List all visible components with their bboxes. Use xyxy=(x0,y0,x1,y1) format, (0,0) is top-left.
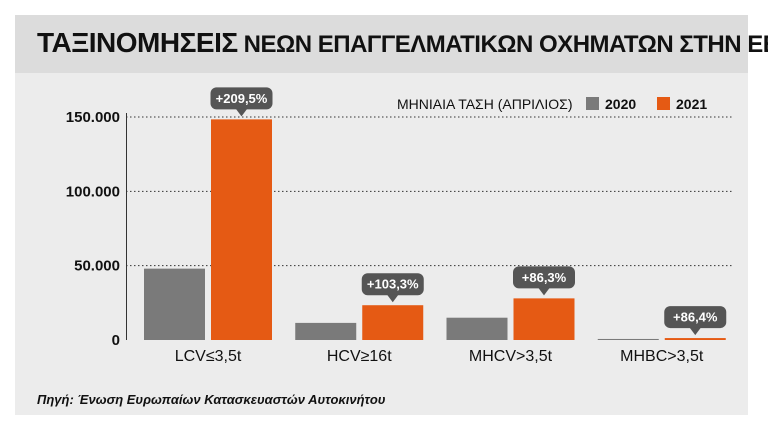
y-tick-label: 100.000 xyxy=(66,183,120,200)
chart-panel: ΤΑΞΙΝΟΜΗΣΕΙΣ ΝΕΩΝ ΕΠΑΓΓΕΛΜΑΤΙΚΩΝ ΟΧΗΜΑΤΩΝ… xyxy=(15,15,768,415)
bar-2020 xyxy=(446,317,508,340)
change-callout-pointer xyxy=(689,327,702,336)
change-label: +209,5% xyxy=(216,91,268,106)
legend-label-2021: 2021 xyxy=(676,96,708,112)
y-tick-label: 50.000 xyxy=(74,258,120,275)
legend-label-2020: 2020 xyxy=(605,96,637,112)
x-tick-label: MHBC>3,5t xyxy=(620,348,704,365)
x-tick-label: LCV≤3,5t xyxy=(175,348,242,365)
y-tick-label: 0 xyxy=(112,332,120,349)
legend-swatch-2020 xyxy=(586,97,599,110)
bar-chart: 0 50.000 100.000 150.000 LCV≤3,5t +209,5% HCV≥… xyxy=(66,87,733,365)
y-tick-label: 150.000 xyxy=(66,109,120,126)
change-callout-pointer xyxy=(538,287,550,296)
bar-2021 xyxy=(211,119,272,341)
change-label: +86,4% xyxy=(673,310,718,325)
change-callout xyxy=(210,87,273,110)
change-label: +103,3% xyxy=(367,277,419,292)
change-callout xyxy=(513,266,575,289)
change-callout xyxy=(664,306,727,329)
chart-title: ΤΑΞΙΝΟΜΗΣΕΙΣ ΝΕΩΝ ΕΠΑΓΓΕΛΜΑΤΙΚΩΝ ΟΧΗΜΑΤΩΝ… xyxy=(37,27,768,59)
bar-2021 xyxy=(513,298,575,340)
change-label: +86,3% xyxy=(522,270,567,285)
title-bar: ΤΑΞΙΝΟΜΗΣΕΙΣ ΝΕΩΝ ΕΠΑΓΓΕΛΜΑΤΙΚΩΝ ΟΧΗΜΑΤΩΝ… xyxy=(15,15,768,73)
source-note: Πηγή: Ένωση Ευρωπαίων Κατασκευαστών Αυτο… xyxy=(37,392,386,407)
bar-2020 xyxy=(597,338,659,340)
bar-2021 xyxy=(362,305,424,340)
x-tick-label: HCV≥16t xyxy=(327,348,392,365)
change-callout-pointer xyxy=(235,108,248,117)
bar-2020 xyxy=(144,268,205,340)
change-callout xyxy=(361,273,424,296)
legend: ΜΗΝΙΑΙΑ ΤΑΣΗ (ΑΠΡΙΛΙΟΣ) 2020 2021 xyxy=(15,93,748,117)
bar-2020 xyxy=(295,322,357,340)
chart-title-rest: ΝΕΩΝ ΕΠΑΓΓΕΛΜΑΤΙΚΩΝ ΟΧΗΜΑΤΩΝ ΣΤΗΝ ΕΕ xyxy=(243,31,768,58)
legend-title: ΜΗΝΙΑΙΑ ΤΑΣΗ (ΑΠΡΙΛΙΟΣ) xyxy=(397,96,573,112)
change-callout-pointer xyxy=(386,294,399,303)
legend-swatch-2021 xyxy=(657,97,670,110)
chart-title-bold: ΤΑΞΙΝΟΜΗΣΕΙΣ xyxy=(37,27,238,58)
x-tick-label: MHCV>3,5t xyxy=(469,348,553,365)
bar-2021 xyxy=(664,338,726,340)
